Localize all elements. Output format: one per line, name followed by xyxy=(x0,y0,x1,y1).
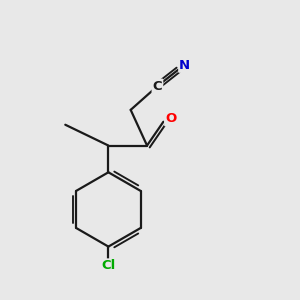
Text: Cl: Cl xyxy=(101,260,116,272)
Text: N: N xyxy=(179,59,190,72)
Text: O: O xyxy=(165,112,176,125)
Text: C: C xyxy=(153,80,162,93)
